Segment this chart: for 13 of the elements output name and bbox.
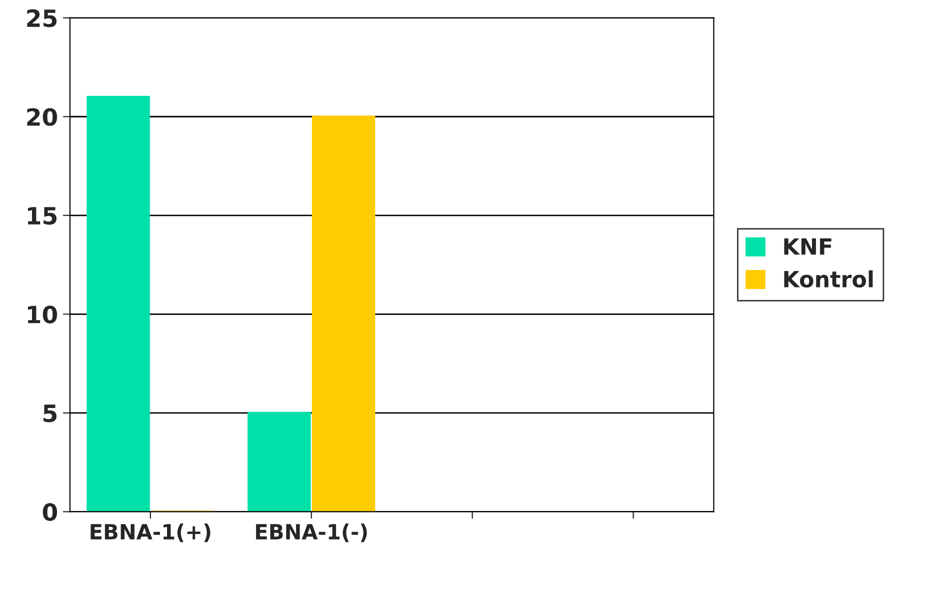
y-tick-label: 25 (27, 9, 57, 28)
legend-label: KNF (784, 238, 832, 255)
y-tick-label: 10 (28, 306, 58, 324)
x-tick-label: EBNA-1(+) (90, 524, 210, 542)
legend-label: Kontrol (784, 270, 873, 288)
y-tick-label: 20 (27, 108, 58, 126)
bar (248, 412, 311, 512)
y-tick-label: 5 (44, 404, 57, 422)
y-tick-label: 0 (42, 503, 58, 522)
x-tick-label: EBNA-1(-) (256, 524, 367, 542)
bar (312, 116, 376, 512)
bar (86, 96, 150, 512)
y-tick-label: 15 (28, 207, 57, 225)
